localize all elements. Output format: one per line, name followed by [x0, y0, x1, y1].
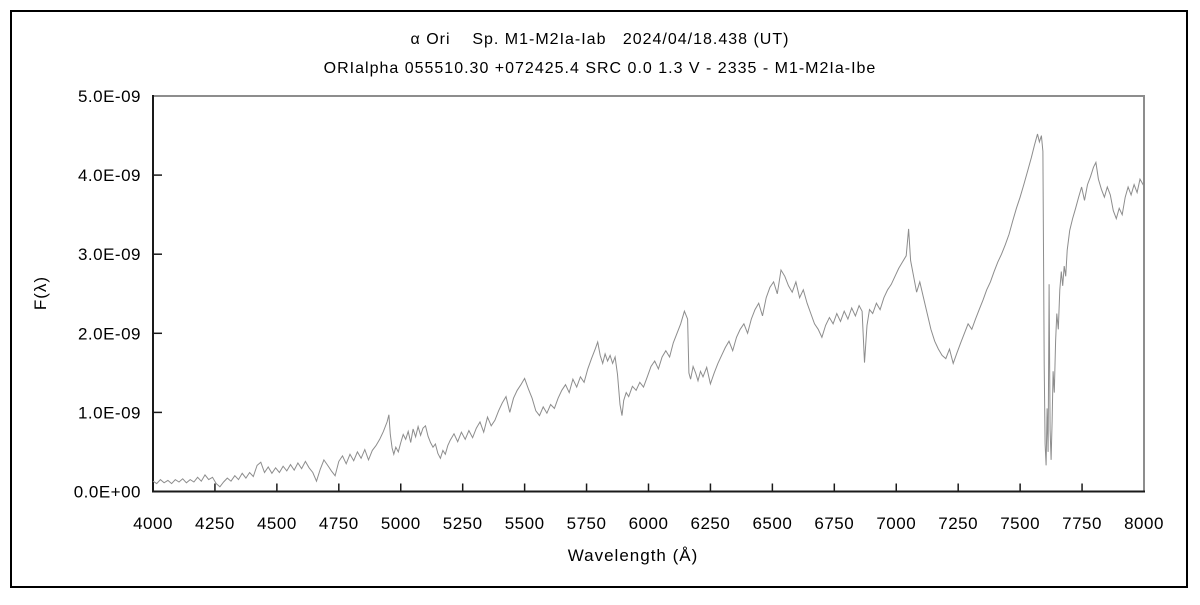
x-tick-label: 5750 [567, 514, 607, 533]
y-axis-title: F(λ) [31, 276, 50, 310]
x-tick-label: 7000 [876, 514, 916, 533]
y-tick-label: 4.0E-09 [78, 166, 141, 185]
x-tick-label: 5250 [443, 514, 483, 533]
x-tick-label: 6500 [752, 514, 792, 533]
x-tick-label: 5500 [505, 514, 545, 533]
x-tick-label: 4250 [195, 514, 235, 533]
y-tick-label: 2.0E-09 [78, 324, 141, 343]
figure-outer-border [10, 10, 1188, 588]
x-tick-label: 4750 [319, 514, 359, 533]
chart-subtitle: ORIalpha 055510.30 +072425.4 SRC 0.0 1.3… [324, 60, 877, 77]
x-axis-title: Wavelength (Å) [568, 546, 699, 565]
x-axis-ticks: 4000 4250 4500 4750 5000 5250 5500 5750 6000 6250… [133, 483, 1164, 533]
y-axis-ticks: 0.0E+00 1.0E-09 2.0E-09 3.0E-09 4.0E-09 5.0E-… [74, 87, 162, 502]
x-tick-label: 6250 [691, 514, 731, 533]
y-tick-label: 5.0E-09 [78, 87, 141, 106]
y-tick-label: 0.0E+00 [74, 483, 141, 502]
spectrum-line [152, 133, 1145, 488]
y-tick-label: 1.0E-09 [78, 403, 141, 422]
y-tick-label: 3.0E-09 [78, 245, 141, 264]
x-tick-label: 6750 [814, 514, 854, 533]
x-tick-label: 7250 [938, 514, 978, 533]
x-tick-label: 8000 [1124, 514, 1164, 533]
x-tick-label: 5000 [381, 514, 421, 533]
x-tick-label: 4000 [133, 514, 173, 533]
x-tick-label: 4500 [257, 514, 297, 533]
x-tick-label: 6000 [629, 514, 669, 533]
chart-title: α Ori Sp. M1-M2Ia-Iab 2024/04/18.438 (UT… [411, 31, 790, 48]
x-tick-label: 7750 [1062, 514, 1102, 533]
plot-frame [152, 95, 1145, 493]
x-tick-label: 7500 [1000, 514, 1040, 533]
